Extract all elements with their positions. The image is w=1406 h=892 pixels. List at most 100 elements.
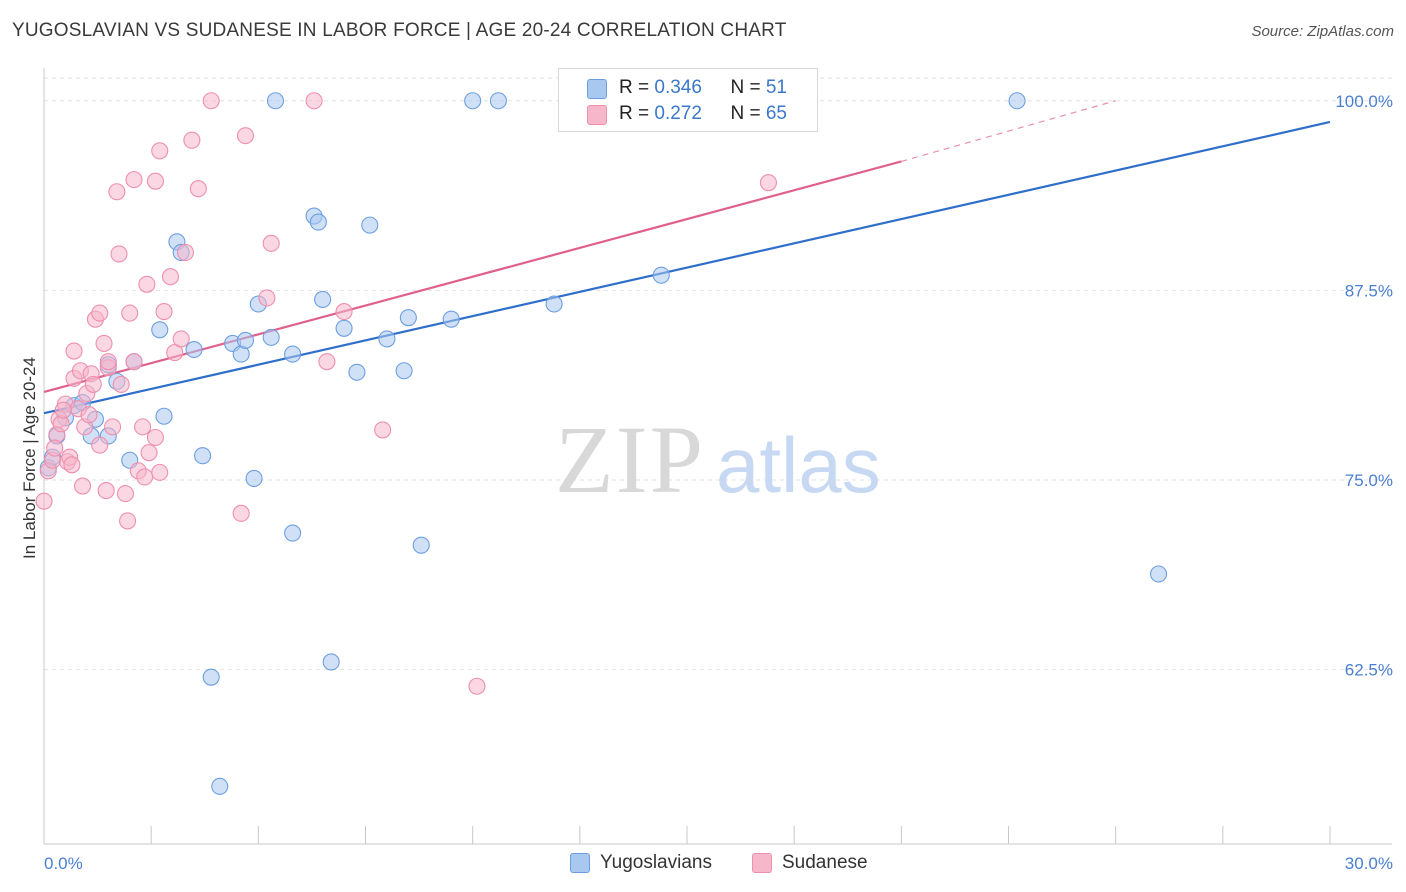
data-point-sudanese [125, 353, 143, 371]
legend-swatch-yugoslavians [587, 79, 607, 99]
data-point-sudanese [54, 401, 72, 419]
data-point-yugoslavians [442, 310, 460, 328]
data-point-yugoslavians [314, 290, 332, 309]
data-point-sudanese [121, 304, 139, 322]
data-point-yugoslavians [211, 777, 229, 795]
y-tick-label: 75.0% [1345, 471, 1393, 490]
data-point-yugoslavians [395, 362, 413, 380]
chart-title: YUGOSLAVIAN VS SUDANESE IN LABOR FORCE |… [12, 20, 787, 41]
data-point-sudanese [759, 174, 777, 192]
data-point-sudanese [258, 289, 276, 307]
data-point-yugoslavians [412, 536, 430, 554]
data-point-yugoslavians [399, 309, 417, 327]
legend-r-value: 0.346 [654, 77, 702, 98]
data-point-yugoslavians [1149, 565, 1168, 583]
legend-swatch-sudanese [752, 853, 772, 873]
legend-n-value: 51 [765, 77, 787, 98]
data-point-sudanese [172, 330, 190, 348]
y-tick-label: 100.0% [1335, 92, 1393, 111]
data-point-sudanese [99, 353, 117, 371]
watermark-atlas: atlas [716, 421, 881, 509]
legend-r-value: 0.272 [654, 103, 702, 124]
data-point-sudanese [84, 375, 102, 393]
legend-n-value: 65 [765, 103, 787, 124]
data-point-yugoslavians [194, 447, 212, 465]
data-point-yugoslavians [266, 92, 285, 110]
data-point-sudanese [151, 463, 169, 481]
data-point-sudanese [80, 406, 98, 424]
data-point-sudanese [146, 428, 165, 447]
data-point-sudanese [140, 444, 158, 462]
data-point-sudanese [134, 418, 152, 436]
watermark-zip: ZIP [555, 406, 705, 513]
data-point-yugoslavians [1008, 92, 1026, 110]
data-point-sudanese [176, 243, 195, 261]
data-point-sudanese [262, 234, 280, 252]
data-point-sudanese [136, 468, 154, 486]
data-point-yugoslavians [335, 319, 353, 337]
data-point-yugoslavians [155, 407, 173, 425]
axes [43, 68, 1392, 845]
data-point-sudanese [46, 439, 64, 457]
y-axis-label: In Labor Force | Age 20-24 [20, 357, 39, 559]
data-point-yugoslavians [309, 213, 327, 231]
data-point-sudanese [65, 342, 83, 360]
legend-r-label: R = [619, 103, 655, 124]
x-tick-label: 30.0% [1345, 854, 1393, 873]
data-point-yugoslavians [348, 363, 366, 381]
trend-line-yugoslavians [43, 120, 1331, 415]
data-point-sudanese [151, 142, 169, 160]
data-point-sudanese [116, 485, 134, 503]
data-point-yugoslavians [361, 216, 379, 234]
legend-n-label: N = [730, 77, 766, 98]
data-point-sudanese [108, 183, 126, 201]
data-point-yugoslavians [202, 668, 220, 686]
data-point-yugoslavians [151, 321, 169, 339]
data-point-sudanese [125, 171, 143, 189]
y-tick-label: 87.5% [1345, 281, 1393, 300]
data-point-sudanese [74, 477, 92, 495]
data-point-sudanese [95, 334, 113, 352]
data-point-sudanese [305, 92, 323, 110]
chart-source: Source: ZipAtlas.com [1251, 23, 1394, 40]
watermark: ZIP atlas [555, 406, 881, 513]
data-point-sudanese [110, 245, 128, 263]
data-point-sudanese [35, 492, 53, 510]
data-point-yugoslavians [262, 328, 280, 346]
legend-n-label: N = [730, 103, 766, 124]
data-point-yugoslavians [284, 345, 302, 363]
grid-lines [44, 77, 1392, 671]
data-point-yugoslavians [245, 469, 263, 487]
data-point-sudanese [91, 304, 109, 322]
legend-label-sudanese: Sudanese [782, 852, 868, 873]
data-point-sudanese [146, 172, 165, 190]
data-point-yugoslavians [378, 330, 396, 348]
data-point-sudanese [119, 512, 137, 530]
data-point-yugoslavians [185, 340, 203, 359]
data-point-yugoslavians [489, 92, 507, 110]
data-point-sudanese [138, 275, 156, 293]
trend-line-extension-sudanese [901, 100, 1116, 163]
data-point-sudanese [468, 677, 486, 695]
y-tick-label: 62.5% [1345, 661, 1393, 680]
data-point-sudanese [161, 268, 180, 286]
data-point-sudanese [112, 375, 130, 393]
data-point-sudanese [236, 127, 255, 145]
x-tick-label: 0.0% [44, 854, 83, 873]
data-point-sudanese [318, 353, 336, 371]
data-point-sudanese [189, 180, 207, 198]
legend-label-yugoslavians: Yugoslavians [600, 852, 712, 873]
data-point-sudanese [202, 92, 220, 110]
data-point-yugoslavians [284, 524, 302, 542]
data-point-sudanese [155, 303, 173, 321]
data-point-sudanese [104, 418, 122, 436]
legend-r-label: R = [619, 77, 655, 98]
data-point-sudanese [63, 456, 81, 474]
data-point-yugoslavians [236, 331, 255, 349]
tick-labels: 62.5% 75.0% 87.5% 100.0% 0.0% 30.0% [44, 92, 1393, 873]
data-point-sudanese [91, 436, 109, 454]
data-point-sudanese [97, 482, 115, 500]
data-point-sudanese [232, 504, 250, 522]
data-point-yugoslavians [322, 653, 340, 671]
